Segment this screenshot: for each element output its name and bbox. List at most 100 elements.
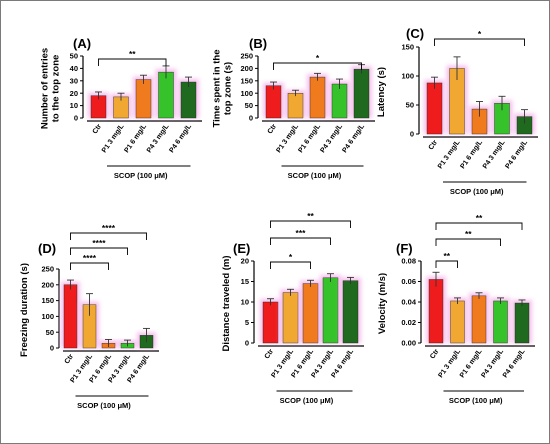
category-label: P4 3 mg/L: [482, 139, 507, 171]
category-label: Ctr: [429, 348, 441, 361]
category-label: P1 6 mg/L: [123, 123, 148, 155]
y-tick-label: 30: [70, 76, 78, 85]
significance-label: ****: [83, 253, 97, 263]
panel-letter: (F): [396, 241, 413, 256]
bar: [426, 82, 443, 135]
group-label: SCOP (100 μM): [449, 396, 503, 405]
category-label: P1 6 mg/L: [459, 139, 484, 171]
chart-panel-b: (B) 0 50 100 150 200 250 Time spent in thetop z…: [212, 36, 375, 180]
bar: [287, 92, 304, 119]
y-axis-label: Distance traveled (m): [221, 255, 232, 351]
y-tick-label: 50: [406, 101, 414, 110]
significance-label: *: [289, 252, 293, 262]
significance-label: **: [476, 213, 483, 223]
bar: [309, 76, 326, 119]
significance-label: *: [316, 53, 320, 63]
significance-bracket: [273, 62, 362, 70]
significance-label: ***: [296, 228, 307, 238]
y-tick-label: 50: [46, 328, 54, 337]
group-label: SCOP (100 μM): [450, 187, 504, 196]
y-tick-label: 100: [240, 89, 253, 98]
y-tick-label: 0.00: [401, 339, 416, 348]
bar: [265, 85, 282, 119]
category-label: Ctr: [267, 123, 279, 136]
significance-label: **: [307, 211, 314, 221]
y-tick-label: 150: [240, 76, 253, 85]
y-tick-label: 100: [41, 312, 54, 321]
significance-bracket: [270, 237, 331, 245]
significance-bracket: [435, 238, 501, 246]
category-label: P4 3 mg/L: [146, 123, 171, 155]
group-label: SCOP (100 μM): [280, 396, 334, 405]
y-tick-label: 0: [74, 114, 78, 123]
y-tick-label: 0.06: [401, 277, 416, 286]
category-label: P4 6 mg/L: [168, 123, 193, 155]
significance-label: *: [478, 29, 482, 39]
y-tick-label: 0: [249, 114, 253, 123]
significance-bracket: [434, 38, 525, 46]
y-tick-label: 200: [240, 64, 253, 73]
y-tick-label: 150: [401, 43, 414, 52]
y-tick-label: 0.08: [401, 257, 416, 266]
significance-label: **: [443, 251, 450, 261]
category-label: P4 6 mg/L: [502, 348, 527, 380]
significance-bracket: [70, 262, 109, 270]
panel-letter: (B): [249, 36, 267, 51]
y-tick-label: 0.04: [401, 298, 416, 307]
category-label: Ctr: [92, 123, 104, 136]
chart-panel-a: (A) 0 10 20 30 40 50 Number of entriesto the to…: [40, 36, 202, 180]
y-tick-label: 0: [245, 339, 249, 348]
y-tick-label: 0: [50, 344, 54, 353]
panel-letter: (A): [73, 36, 91, 51]
bar: [353, 68, 370, 119]
panel-letter: (E): [233, 241, 250, 256]
panel-letter: (D): [38, 241, 56, 256]
chart-panel-f: (F) 0.00 0.02 0.04 0.06 0.08 Velocity (m/s) Ctr…: [377, 213, 535, 405]
y-tick-label: 15: [241, 277, 249, 286]
category-label: P4 6 mg/L: [341, 123, 366, 155]
bar: [322, 277, 339, 344]
y-axis-label-line: Number of entries: [40, 48, 51, 129]
significance-bracket: [70, 247, 128, 255]
bar: [471, 295, 487, 344]
significance-bracket: [435, 260, 458, 268]
significance-label: **: [129, 49, 136, 59]
bar: [262, 301, 279, 344]
y-axis-label: Latency (s): [376, 67, 387, 117]
y-tick-label: 20: [241, 257, 249, 266]
significance-bracket: [270, 261, 311, 269]
chart-panel-d: (D) 0 50 100 150 200 250 Freezing duration (s) C…: [19, 223, 159, 410]
bar: [493, 300, 508, 344]
bar: [180, 81, 197, 119]
y-tick-label: 10: [241, 298, 249, 307]
bar: [514, 302, 530, 344]
significance-bracket: [70, 232, 147, 240]
y-axis-label: Freezing duration (s): [19, 263, 30, 357]
y-axis-label-line: top zone (s): [223, 62, 234, 115]
significance-bracket: [435, 222, 523, 230]
bar: [135, 79, 152, 119]
y-tick-label: 250: [41, 265, 54, 274]
y-tick-label: 250: [240, 52, 253, 61]
significance-bracket: [98, 58, 167, 66]
group-label: SCOP (100 μM): [114, 171, 168, 180]
bar: [63, 284, 78, 349]
y-axis-label-line: Velocity (m/s): [377, 273, 388, 334]
significance-label: ****: [92, 238, 106, 248]
bar: [158, 71, 174, 119]
bar: [282, 292, 299, 344]
y-axis-label: Number of entriesto the top zone: [40, 48, 62, 129]
bar: [342, 280, 359, 344]
y-axis-label: Velocity (m/s): [377, 273, 388, 334]
bar: [331, 83, 348, 119]
y-tick-label: 200: [41, 280, 54, 289]
y-tick-label: 0.02: [401, 318, 416, 327]
category-label: Ctr: [64, 353, 76, 366]
y-tick-label: 150: [41, 296, 54, 305]
y-tick-label: 20: [70, 89, 78, 98]
significance-label: ****: [102, 223, 116, 233]
